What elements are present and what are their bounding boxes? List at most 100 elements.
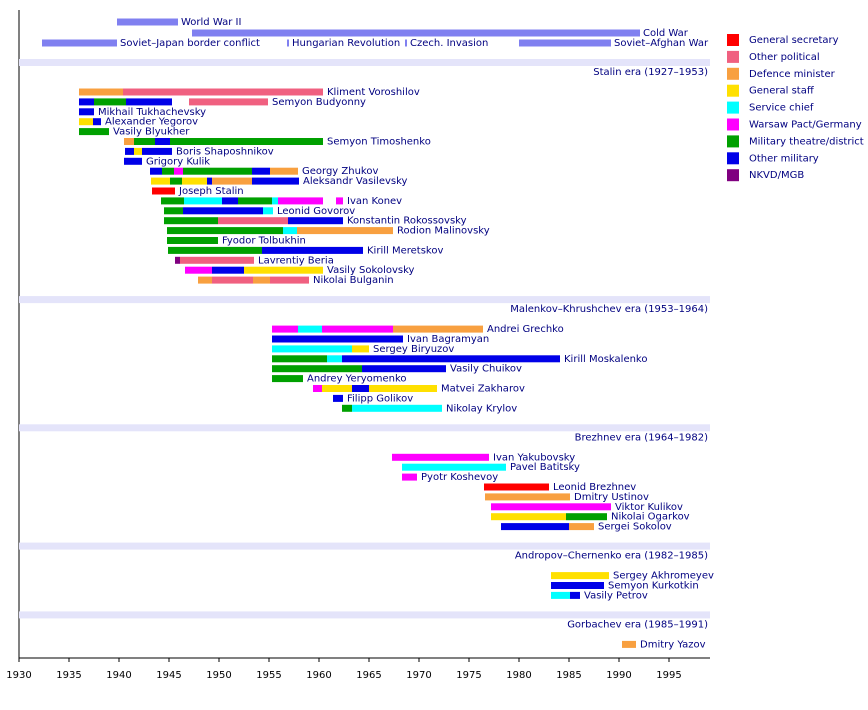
role-bar xyxy=(272,365,362,373)
role-bar xyxy=(134,147,142,155)
role-bar xyxy=(123,88,323,96)
legend-label: Other military xyxy=(749,153,819,164)
era-band xyxy=(19,296,710,304)
person-label: Andrey Yeryomenko xyxy=(307,374,407,385)
event-label: Soviet–Afghan War xyxy=(614,38,709,49)
role-bar xyxy=(184,197,222,205)
role-bar xyxy=(94,98,126,106)
legend-label: Military theatre/district xyxy=(749,136,864,147)
person-label: Viktor Kulikov xyxy=(615,502,683,513)
event-bar xyxy=(42,39,117,47)
event-label: Soviet–Japan border conflict xyxy=(120,38,260,49)
legend-label: Defence minister xyxy=(749,69,836,80)
role-bar xyxy=(566,513,607,521)
role-bar xyxy=(392,453,489,461)
role-bar xyxy=(485,493,570,501)
role-bar xyxy=(238,197,272,205)
event-label: Hungarian Revolution xyxy=(292,38,400,49)
role-bar xyxy=(124,157,142,165)
role-bar xyxy=(175,256,180,264)
role-bar xyxy=(152,187,175,195)
legend-swatch xyxy=(727,169,739,182)
role-bar xyxy=(484,483,549,491)
legend-swatch xyxy=(727,152,739,165)
role-bar xyxy=(253,276,270,284)
role-bar xyxy=(322,325,393,333)
role-bar xyxy=(491,503,611,511)
role-bar xyxy=(283,227,297,235)
role-bar xyxy=(272,335,403,343)
role-bar xyxy=(551,582,604,589)
role-bar xyxy=(272,325,298,333)
role-bar xyxy=(327,355,342,363)
role-bar xyxy=(189,98,268,106)
role-bar xyxy=(150,167,162,175)
role-bar xyxy=(164,217,218,225)
role-bar xyxy=(162,167,174,175)
role-bar xyxy=(167,227,283,235)
event-bar xyxy=(519,39,611,47)
role-bar xyxy=(342,355,560,363)
role-bar xyxy=(244,266,323,274)
x-tick-label: 1935 xyxy=(56,670,81,681)
era-band xyxy=(19,542,710,550)
role-bar xyxy=(252,167,270,175)
x-tick-label: 1965 xyxy=(356,670,381,681)
role-bar xyxy=(185,266,212,274)
role-bar xyxy=(272,355,327,363)
role-bar xyxy=(362,365,446,373)
role-bar xyxy=(124,138,134,145)
legend-label: Warsaw Pact/Germany xyxy=(749,120,862,131)
role-bar xyxy=(161,197,184,205)
legend-swatch xyxy=(727,34,739,46)
role-bar xyxy=(551,591,570,599)
person-label: Nikolai Ogarkov xyxy=(611,512,690,523)
person-label: Matvei Zakharov xyxy=(441,384,525,395)
person-label: Kirill Moskalenko xyxy=(564,354,647,365)
person-label: Nikolai Bulganin xyxy=(313,275,394,286)
role-bar xyxy=(252,177,299,185)
role-bar xyxy=(491,513,566,521)
legend-swatch xyxy=(727,101,739,114)
person-label: Semyon Budyonny xyxy=(272,97,366,108)
person-label: Vasily Petrov xyxy=(584,590,648,601)
role-bar xyxy=(569,523,594,531)
person-label: Alexander Yegorov xyxy=(105,117,198,128)
role-bar xyxy=(134,138,155,145)
legend-swatch xyxy=(727,135,739,148)
role-bar xyxy=(93,118,101,126)
legend-swatch xyxy=(727,50,739,63)
person-label: Sergey Biryuzov xyxy=(373,344,454,355)
person-label: Joseph Stalin xyxy=(178,186,244,197)
role-bar xyxy=(183,207,263,215)
era-title: Stalin era (1927–1953) xyxy=(593,67,708,78)
person-label: Ivan Yakubovsky xyxy=(493,452,575,463)
role-bar xyxy=(212,177,252,185)
role-bar xyxy=(288,217,343,225)
person-label: Dmitry Ustinov xyxy=(574,492,649,503)
role-bar xyxy=(164,207,183,215)
role-bar xyxy=(272,375,303,383)
x-tick-label: 1980 xyxy=(506,670,531,681)
role-bar xyxy=(155,138,170,145)
person-label: Kliment Voroshilov xyxy=(327,87,420,98)
person-label: Filipp Golikov xyxy=(347,393,413,404)
person-label: Kirill Meretskov xyxy=(367,245,443,256)
role-bar xyxy=(501,523,569,531)
person-label: Pavel Batitsky xyxy=(510,462,580,473)
person-label: Mikhail Tukhachevsky xyxy=(98,107,206,118)
person-label: Leonid Govorov xyxy=(277,206,355,217)
person-label: Dmitry Yazov xyxy=(640,639,706,650)
person-label: Ivan Konev xyxy=(347,196,402,207)
event-label: Czech. Invasion xyxy=(410,38,488,49)
x-tick-label: 1940 xyxy=(106,670,131,681)
person-label: Sergei Sokolov xyxy=(598,522,672,533)
role-bar xyxy=(352,385,369,392)
role-bar xyxy=(183,167,252,175)
role-bar xyxy=(263,207,273,215)
role-bar xyxy=(342,404,352,412)
role-bar xyxy=(218,217,288,225)
event-bar xyxy=(117,18,178,26)
person-label: Konstantin Rokossovsky xyxy=(347,216,467,227)
